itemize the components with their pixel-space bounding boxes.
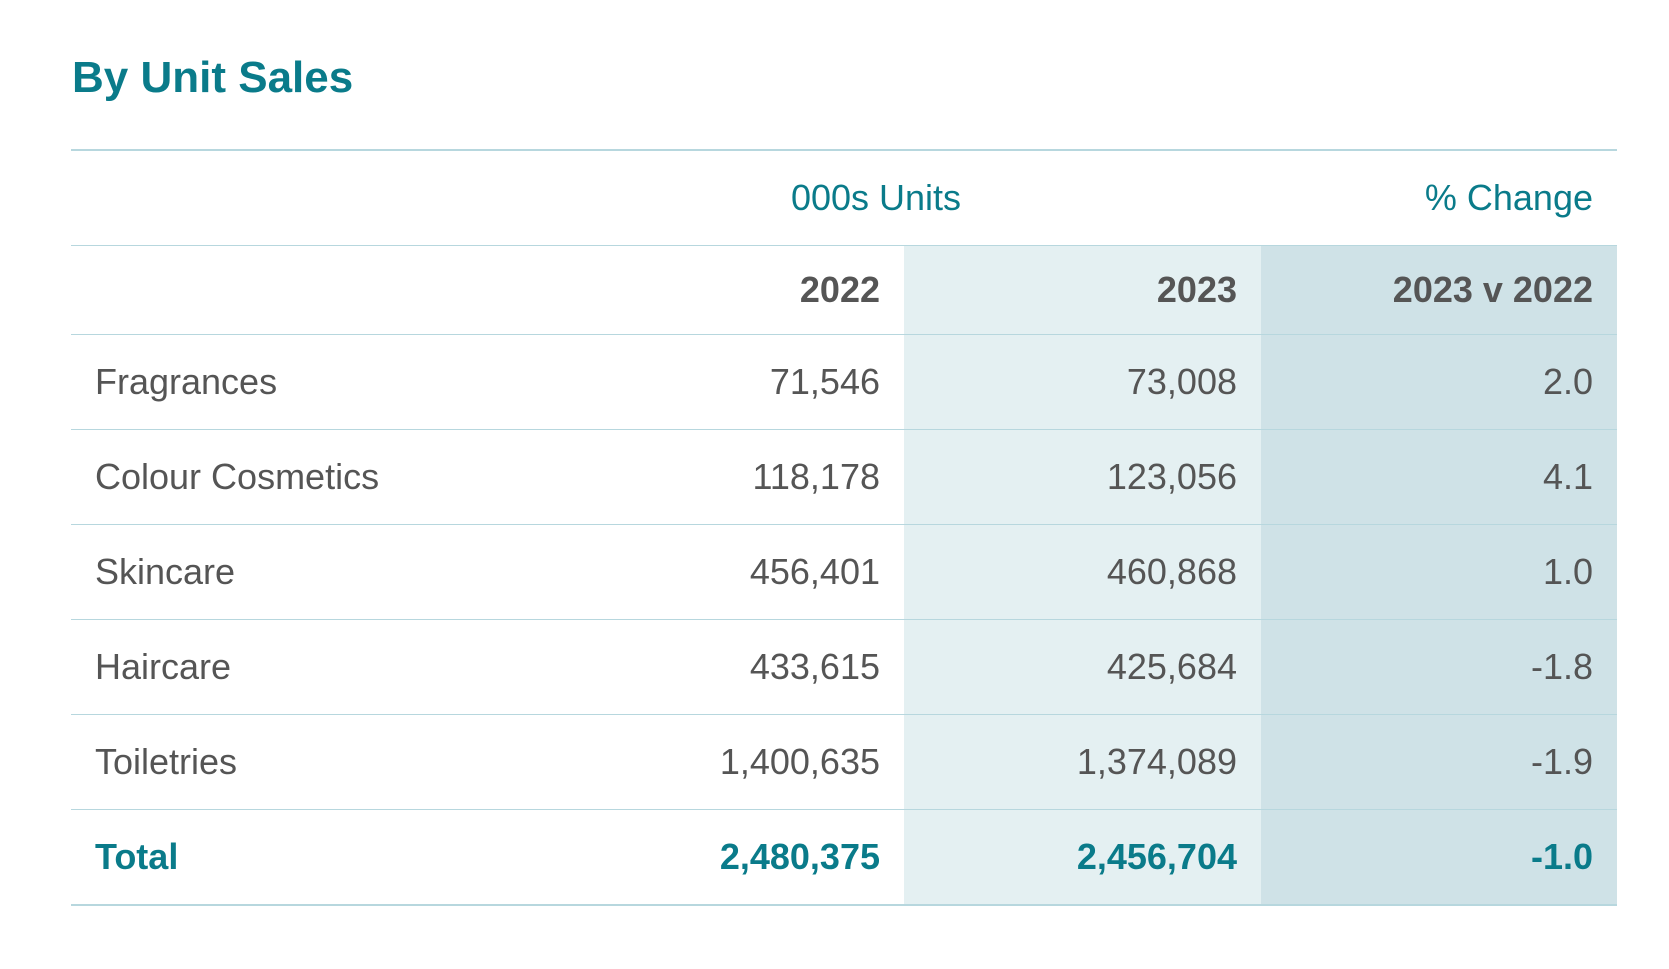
value-2023: 460,868	[904, 524, 1261, 620]
total-change: -1.0	[1261, 809, 1617, 905]
total-row: Total 2,480,375 2,456,704 -1.0	[71, 809, 1617, 905]
value-2023: 123,056	[904, 429, 1261, 525]
row-label: Colour Cosmetics	[95, 456, 380, 497]
change-group-header: % Change	[1424, 177, 1593, 218]
value-2022: 433,615	[749, 646, 880, 687]
table-row: Fragrances 71,546 73,008 2.0	[71, 334, 1617, 430]
value-change: -1.9	[1261, 714, 1617, 810]
empty-header-cell	[71, 150, 491, 246]
total-label: Total	[95, 836, 179, 877]
row-label: Skincare	[95, 551, 236, 592]
row-label: Toiletries	[95, 741, 238, 782]
column-header-2022: 2022	[799, 269, 880, 310]
value-change: 2.0	[1261, 334, 1617, 430]
value-2022: 118,178	[752, 456, 880, 497]
value-change: 1.0	[1261, 524, 1617, 620]
group-header-row: 000s Units % Change	[71, 150, 1617, 246]
value-2023: 425,684	[904, 619, 1261, 715]
value-2022: 456,401	[749, 551, 880, 592]
unit-sales-table: 000s Units % Change 2022 2023 2023 v 202…	[71, 149, 1617, 906]
value-2022: 1,400,635	[719, 741, 880, 782]
table-row: Colour Cosmetics 118,178 123,056 4.1	[71, 429, 1617, 525]
value-2022: 71,546	[769, 361, 880, 402]
row-label: Haircare	[95, 646, 232, 687]
unit-sales-table-container: 000s Units % Change 2022 2023 2023 v 202…	[71, 149, 1617, 906]
value-change: 4.1	[1261, 429, 1617, 525]
table-row: Haircare 433,615 425,684 -1.8	[71, 619, 1617, 715]
value-2023: 1,374,089	[904, 714, 1261, 810]
units-group-header: 000s Units	[790, 177, 962, 218]
column-header-change: 2023 v 2022	[1261, 245, 1617, 335]
row-label: Fragrances	[95, 361, 278, 402]
total-2022: 2,480,375	[719, 836, 880, 877]
value-2023: 73,008	[904, 334, 1261, 430]
value-change: -1.8	[1261, 619, 1617, 715]
total-2023: 2,456,704	[904, 809, 1261, 905]
page-title: By Unit Sales	[72, 53, 354, 102]
column-header-2023: 2023	[904, 245, 1261, 335]
table-row: Toiletries 1,400,635 1,374,089 -1.9	[71, 714, 1617, 810]
label-column-header	[71, 246, 491, 335]
table-row: Skincare 456,401 460,868 1.0	[71, 524, 1617, 620]
column-header-row: 2022 2023 2023 v 2022	[71, 245, 1617, 335]
